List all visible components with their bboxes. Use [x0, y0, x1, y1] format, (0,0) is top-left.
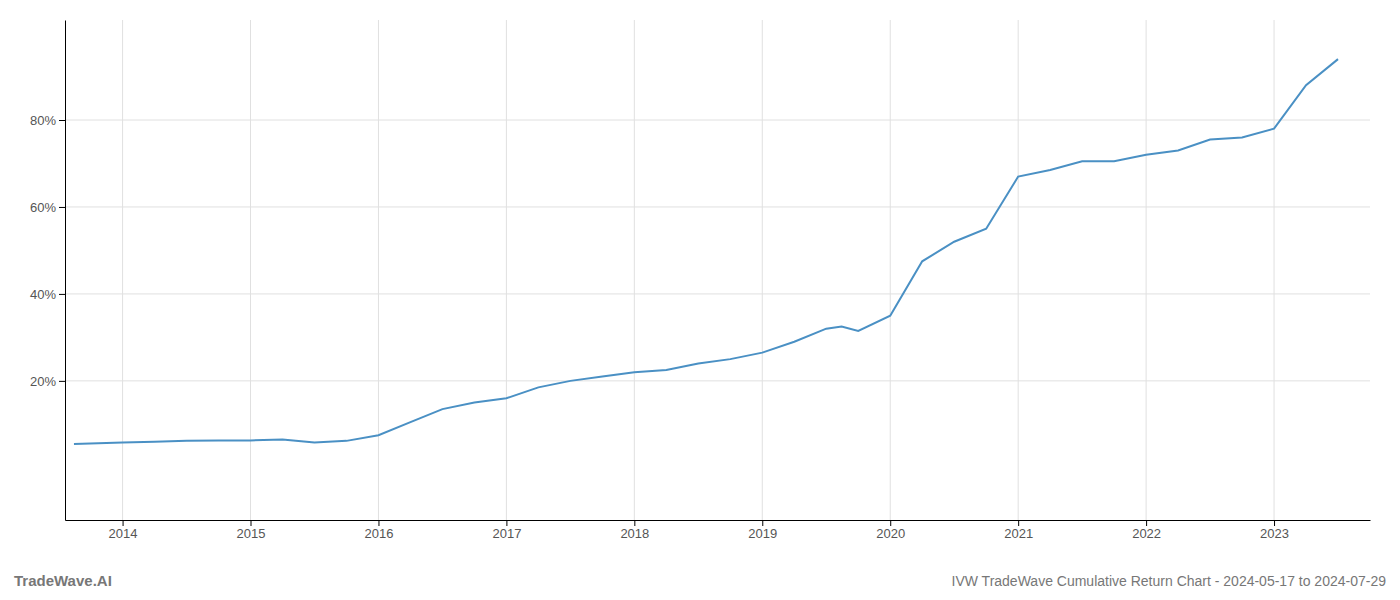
x-tick: 2022 — [1132, 520, 1161, 541]
y-tick-label: 80% — [30, 113, 56, 128]
y-tick-label: 20% — [30, 374, 56, 389]
grid-line-y — [65, 206, 1370, 207]
x-tick-label: 2014 — [109, 526, 138, 541]
x-tick-mark — [1146, 520, 1147, 526]
y-tick-mark — [59, 120, 65, 121]
grid-line-y — [65, 380, 1370, 381]
x-tick-label: 2016 — [364, 526, 393, 541]
y-axis: 20% 40% 60% 80% — [30, 21, 66, 521]
x-tick: 2020 — [876, 520, 905, 541]
grid-line-x — [506, 20, 507, 520]
title: IVW TradeWave Cumulative Return Chart - … — [952, 573, 1387, 589]
x-tick: 2015 — [237, 520, 266, 541]
y-tick-mark — [59, 294, 65, 295]
line — [74, 59, 1338, 444]
y-tick: 80% — [30, 113, 65, 128]
x-axis: 2014 2015 2016 2017 2018 2019 2020 2021 2022 2023 — [66, 520, 1371, 541]
x-tick-mark — [506, 520, 507, 526]
grid-line-x — [890, 20, 891, 520]
y-tick: 60% — [30, 200, 65, 215]
x-tick-mark — [634, 520, 635, 526]
x-tick-label: 2023 — [1260, 526, 1289, 541]
grid-line-x — [1274, 20, 1275, 520]
x-axis-line — [66, 520, 1371, 521]
x-tick: 2019 — [748, 520, 777, 541]
y-tick: 40% — [30, 287, 65, 302]
y-tick-mark — [59, 207, 65, 208]
grid-line-x — [378, 20, 379, 520]
x-tick: 2023 — [1260, 520, 1289, 541]
x-tick-label: 2022 — [1132, 526, 1161, 541]
footer: TradeWave.AI IVW TradeWave Cumulative Ret… — [14, 572, 1386, 589]
x-tick: 2018 — [620, 520, 649, 541]
x-tick-mark — [762, 520, 763, 526]
x-tick: 2014 — [109, 520, 138, 541]
grid-line-x — [1018, 20, 1019, 520]
grid-line-x — [250, 20, 251, 520]
y-tick-label: 60% — [30, 200, 56, 215]
x-tick-mark — [1018, 520, 1019, 526]
grid-line-x — [122, 20, 123, 520]
x-tick-label: 2021 — [1004, 526, 1033, 541]
x-tick-label: 2015 — [237, 526, 266, 541]
y-tick: 20% — [30, 374, 65, 389]
x-tick-label: 2020 — [876, 526, 905, 541]
x-tick-mark — [378, 520, 379, 526]
marks — [74, 59, 1338, 444]
y-axis-line — [65, 21, 66, 521]
grid-line-x — [1146, 20, 1147, 520]
grid-line-x — [762, 20, 763, 520]
chart: 2014 2015 2016 2017 2018 2019 2020 2021 2022 2023… — [0, 0, 1400, 600]
grid — [65, 20, 1370, 520]
x-tick-mark — [123, 520, 124, 526]
x-tick: 2016 — [364, 520, 393, 541]
watermark: TradeWave.AI — [14, 572, 112, 589]
x-tick-label: 2018 — [620, 526, 649, 541]
grid-line-y — [65, 120, 1370, 121]
x-tick-mark — [890, 520, 891, 526]
x-tick-label: 2017 — [492, 526, 521, 541]
plot-area: 2014 2015 2016 2017 2018 2019 2020 2021 2022 2023… — [30, 20, 1371, 541]
grid-line-y — [65, 293, 1370, 294]
x-tick: 2017 — [492, 520, 521, 541]
x-tick-label: 2019 — [748, 526, 777, 541]
x-tick-mark — [1274, 520, 1275, 526]
y-tick-label: 40% — [30, 287, 56, 302]
grid-line-x — [634, 20, 635, 520]
x-tick-mark — [251, 520, 252, 526]
y-tick-mark — [59, 381, 65, 382]
x-tick: 2021 — [1004, 520, 1033, 541]
